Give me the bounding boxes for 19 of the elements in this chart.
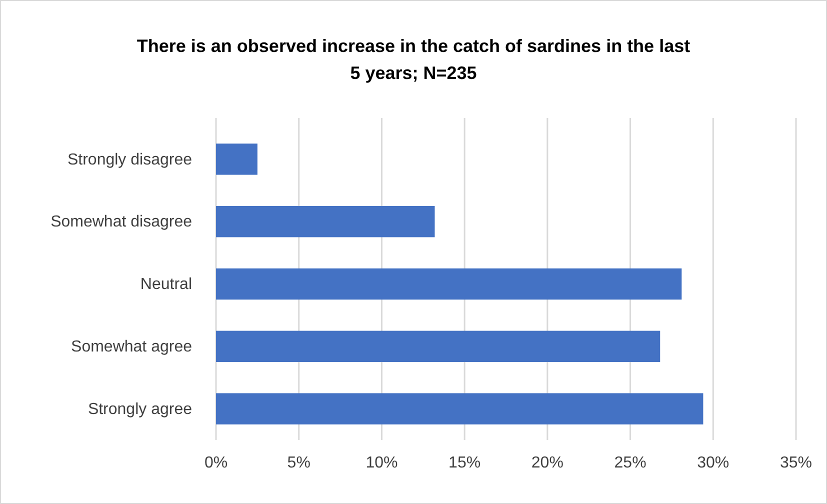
y-tick-label: Somewhat disagree xyxy=(50,214,192,231)
x-tick-label: 10% xyxy=(366,454,398,472)
y-tick-label: Strongly disagree xyxy=(67,151,192,168)
x-tick-label: 5% xyxy=(287,454,310,472)
bar xyxy=(216,268,682,300)
chart-title: There is an observed increase in the catch of sardines in the last 5 years; N=235 xyxy=(136,36,690,83)
bar xyxy=(216,144,258,175)
x-tick-label: 0% xyxy=(204,454,228,472)
y-tick-label: Strongly agree xyxy=(88,400,192,418)
x-tick-label: 20% xyxy=(531,454,564,472)
x-tick-label: 25% xyxy=(614,454,646,472)
y-tick-label: Neutral xyxy=(140,276,192,294)
bar xyxy=(216,393,704,424)
bar xyxy=(216,330,660,362)
x-tick-label: 30% xyxy=(697,454,730,472)
x-tick-label: 35% xyxy=(780,454,812,472)
x-tick-label: 15% xyxy=(448,454,481,472)
bar xyxy=(216,206,435,238)
y-tick-label: Somewhat agree xyxy=(71,338,192,356)
